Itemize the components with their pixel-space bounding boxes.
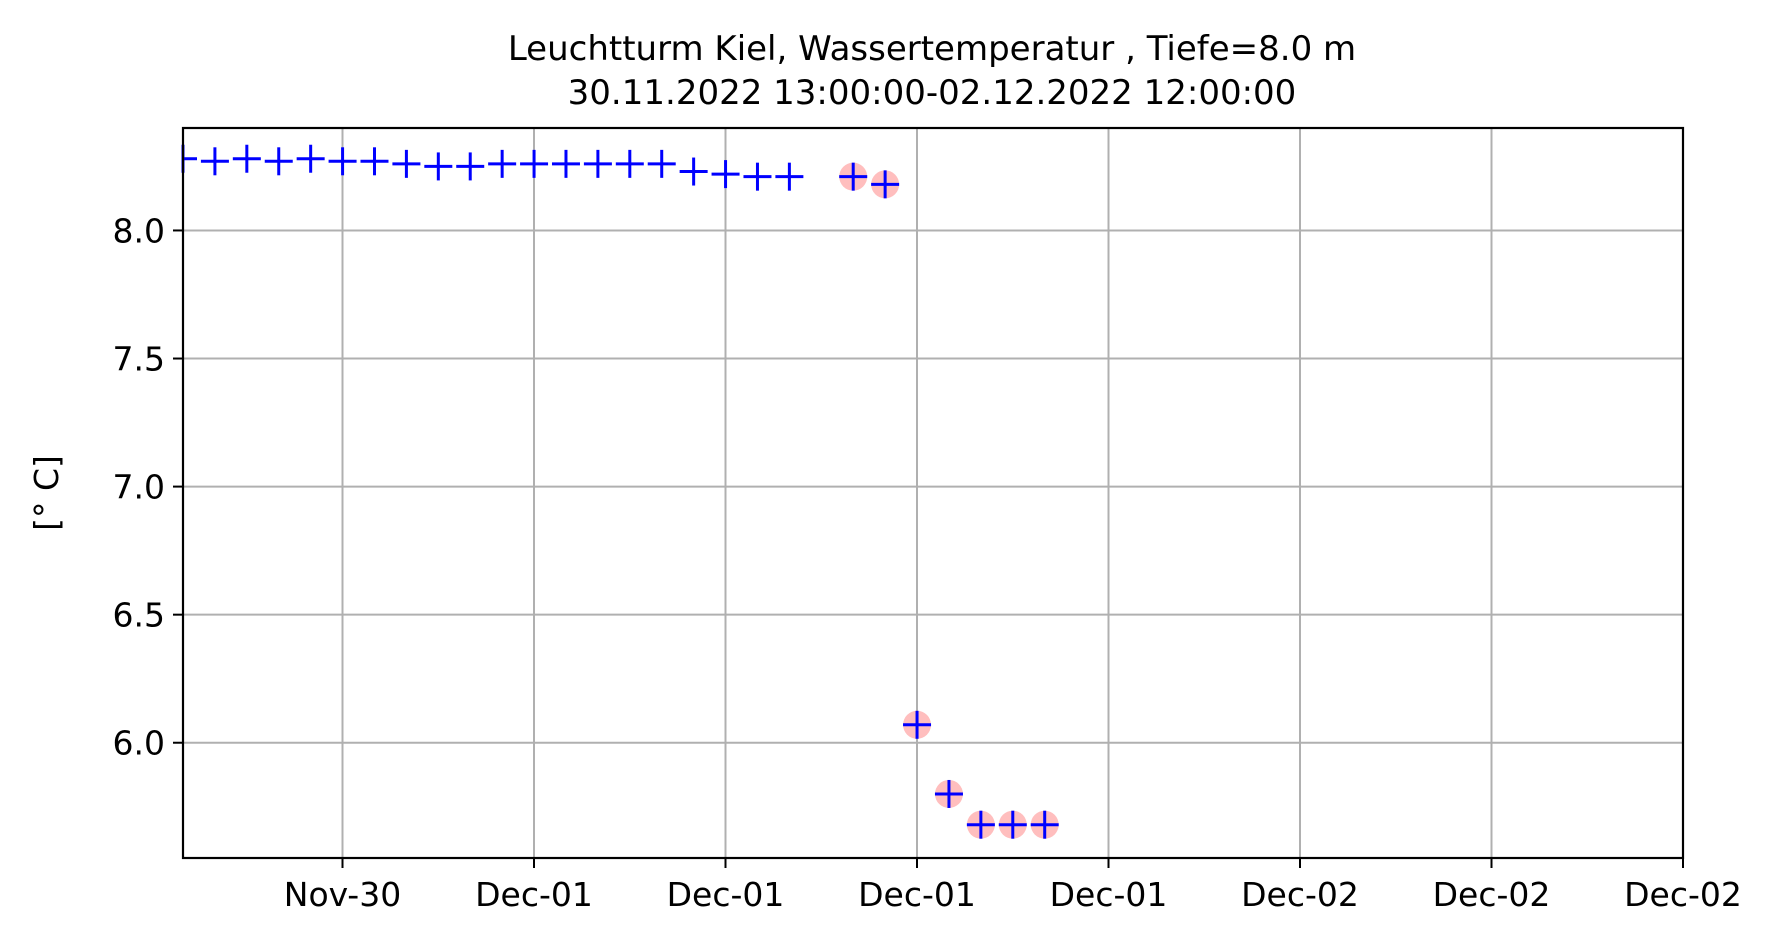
axis-ticks: Nov-30 Dec-01 Dec-01 Dec-01 Dec-01 Dec-02 Dec-… <box>113 211 1742 914</box>
data-point <box>328 147 357 176</box>
axes-frame <box>181 126 1685 860</box>
chart-subtitle: 30.11.2022 13:00:00-02.12.2022 12:00:00 <box>568 73 1297 113</box>
chart-title: Leuchtturm Kiel, Wassertemperatur , Tief… <box>508 29 1356 69</box>
data-point <box>934 779 963 808</box>
data-point <box>615 149 644 178</box>
data-point <box>966 810 995 839</box>
data-point <box>200 147 229 176</box>
data-point <box>456 152 485 181</box>
x-tick-label: Nov-30 <box>284 875 401 914</box>
data-point <box>360 147 389 176</box>
x-tick-label: Dec-01 <box>475 875 593 914</box>
x-tick-label: Dec-01 <box>667 875 785 914</box>
x-tick-label: Dec-02 <box>1624 875 1742 914</box>
data-point <box>903 710 932 739</box>
data-point <box>647 149 676 178</box>
data-point <box>775 162 804 191</box>
x-tick-label: Dec-02 <box>1433 875 1551 914</box>
data-point <box>839 162 868 191</box>
data-point <box>551 149 580 178</box>
data-point <box>871 170 900 199</box>
x-tick-label: Dec-02 <box>1241 875 1359 914</box>
x-tick-label: Dec-01 <box>858 875 976 914</box>
x-tick-label: Dec-01 <box>1050 875 1168 914</box>
data-point <box>488 149 517 178</box>
data-point <box>998 810 1027 839</box>
grid-lines <box>183 128 1683 858</box>
data-point <box>392 149 421 178</box>
data-point <box>264 147 293 176</box>
data-point <box>1030 810 1059 839</box>
y-axis-label: [° C] <box>27 455 66 531</box>
data-point <box>232 144 261 173</box>
data-point <box>583 149 612 178</box>
data-point <box>679 157 708 186</box>
data-point <box>424 152 453 181</box>
y-tick-label: 7.0 <box>113 468 165 507</box>
y-tick-label: 6.5 <box>113 596 165 635</box>
data-point <box>296 144 325 173</box>
data-point <box>743 162 772 191</box>
y-tick-label: 7.5 <box>113 340 165 379</box>
y-tick-label: 8.0 <box>113 211 165 250</box>
y-tick-label: 6.0 <box>113 724 165 763</box>
data-point <box>711 160 740 189</box>
data-point <box>520 149 549 178</box>
